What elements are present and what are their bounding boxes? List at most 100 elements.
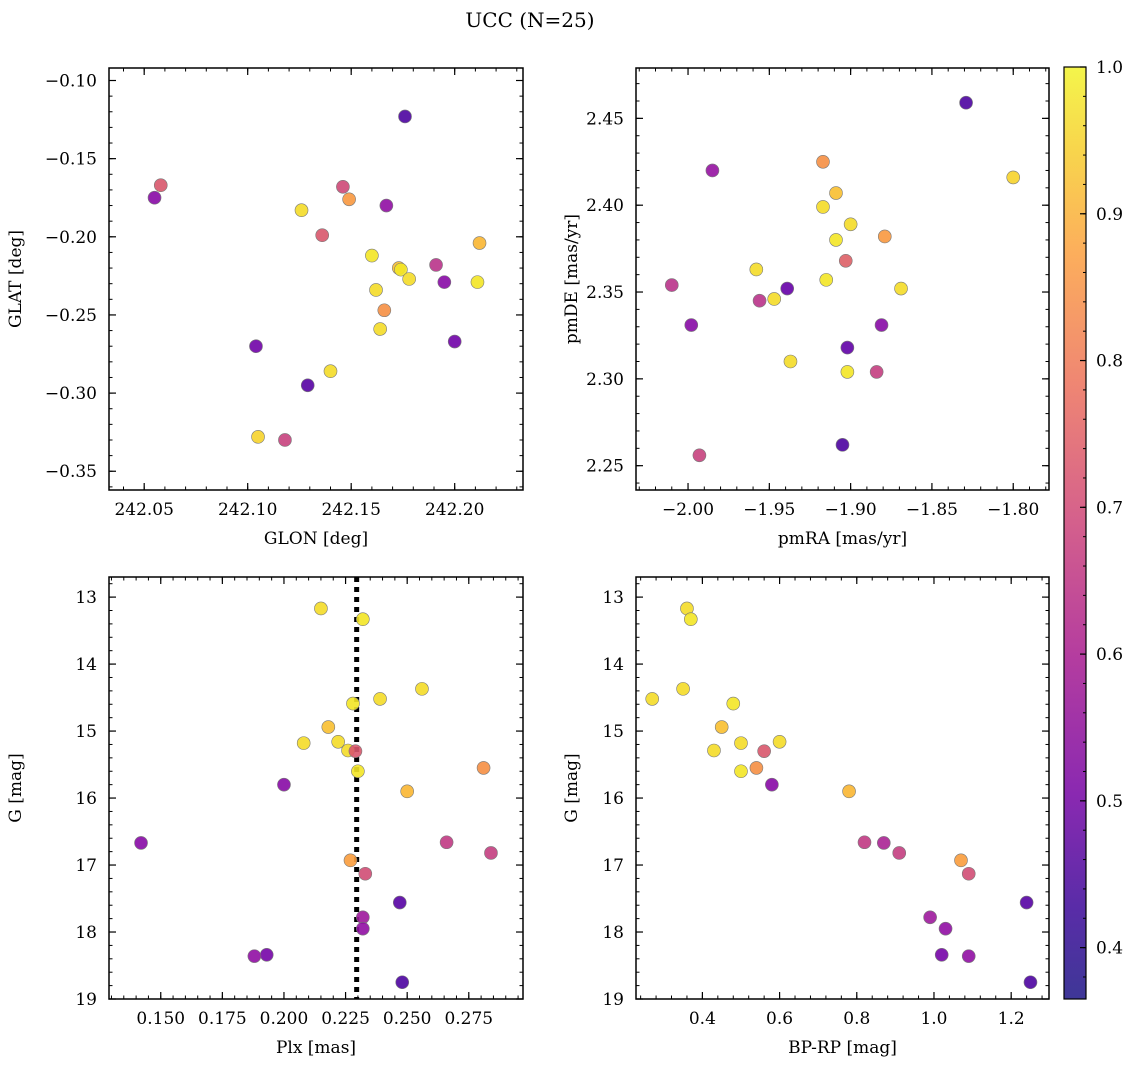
scatter-point bbox=[346, 696, 360, 711]
axes-frame bbox=[108, 67, 524, 491]
y-tick-label: −0.15 bbox=[45, 150, 97, 170]
scatter-point bbox=[342, 192, 356, 207]
scatter-point bbox=[829, 233, 843, 247]
scatter-point bbox=[783, 354, 798, 369]
scatter-point bbox=[472, 236, 487, 250]
scatter-point bbox=[664, 278, 679, 292]
y-tick-label: 17 bbox=[75, 856, 97, 876]
scatter-point bbox=[249, 339, 263, 354]
scatter-point bbox=[147, 190, 162, 205]
scatter-point bbox=[857, 835, 872, 850]
scatter-point bbox=[251, 430, 265, 444]
scatter-point bbox=[816, 200, 830, 214]
y-tick-label: 17 bbox=[602, 856, 624, 876]
scatter-point bbox=[392, 895, 407, 910]
scatter-point bbox=[684, 318, 699, 332]
y-tick-label: 19 bbox=[602, 990, 624, 1010]
scatter-point bbox=[336, 179, 350, 194]
scatter-point bbox=[351, 764, 365, 779]
scatter-point bbox=[247, 949, 262, 963]
scatter-point bbox=[835, 438, 850, 452]
x-tick-label: 0.225 bbox=[321, 1009, 370, 1029]
y-tick-label: 2.35 bbox=[586, 283, 624, 303]
scatter-point bbox=[400, 784, 414, 799]
scatter-point bbox=[395, 975, 410, 990]
y-tick-label: 15 bbox=[75, 722, 97, 742]
scatter-point bbox=[869, 365, 884, 379]
scatter-point bbox=[752, 293, 767, 308]
x-tick-label: −1.85 bbox=[906, 500, 958, 520]
scatter-point bbox=[959, 95, 973, 110]
scatter-point bbox=[892, 846, 907, 860]
x-tick-label: 0.175 bbox=[198, 1009, 247, 1029]
scatter-point bbox=[705, 163, 720, 178]
scatter-point bbox=[840, 365, 855, 379]
y-tick-label: 15 bbox=[602, 722, 624, 742]
x-tick-label: 1.0 bbox=[920, 1009, 947, 1029]
x-tick-label: 0.250 bbox=[383, 1009, 432, 1029]
x-tick-label: 242.15 bbox=[321, 500, 380, 520]
colorbar-tick-label: 0.4 bbox=[1096, 939, 1123, 959]
scatter-point bbox=[894, 281, 908, 296]
y-tick-label: −0.30 bbox=[45, 384, 97, 404]
y-tick-label: −0.20 bbox=[45, 228, 97, 248]
colorbar-tick-label: 0.7 bbox=[1096, 498, 1123, 518]
x-tick-label: 0.4 bbox=[689, 1009, 716, 1029]
scatter-point bbox=[876, 836, 891, 850]
scatter-point bbox=[365, 248, 379, 263]
x-tick-label: 0.8 bbox=[843, 1009, 870, 1029]
y-tick-label: 16 bbox=[75, 789, 97, 809]
scatter-point bbox=[300, 378, 315, 393]
y-tick-label: −0.25 bbox=[45, 306, 97, 326]
scatter-point bbox=[923, 910, 937, 925]
scatter-point bbox=[838, 253, 853, 268]
scatter-point bbox=[278, 433, 292, 447]
x-axis-label: pmRA [mas/yr] bbox=[778, 529, 907, 549]
scatter-point bbox=[961, 949, 976, 963]
scatter-point bbox=[954, 853, 968, 868]
scatter-point bbox=[394, 262, 408, 277]
scatter-point bbox=[757, 744, 771, 758]
scatter-point bbox=[734, 736, 748, 750]
scatter-point bbox=[437, 275, 452, 289]
y-tick-label: 19 bbox=[75, 990, 97, 1010]
axes-frame bbox=[635, 576, 1050, 1000]
y-tick-label: 2.25 bbox=[586, 457, 624, 477]
y-tick-label: −0.10 bbox=[45, 72, 97, 92]
y-tick-label: −0.35 bbox=[45, 462, 97, 482]
scatter-point bbox=[356, 910, 370, 925]
panel-bprp-g: 0.4 0.6 0.8 1.0 1.2 13 14 15 16 17 18 19 BP-RP [mag]… bbox=[562, 576, 1050, 1058]
y-tick-label: 14 bbox=[602, 655, 624, 675]
y-tick-label: 16 bbox=[602, 789, 624, 809]
scatter-point bbox=[765, 777, 779, 792]
scatter-point bbox=[645, 692, 660, 706]
scatter-point bbox=[323, 364, 338, 379]
colorbar: 0.4 0.5 0.6 0.7 0.8 0.9 1.0 bbox=[1063, 58, 1123, 1000]
x-axis-label: GLON [deg] bbox=[264, 529, 368, 549]
scatter-point bbox=[259, 947, 274, 962]
minor-ticks bbox=[636, 68, 1049, 490]
x-tick-label: −1.80 bbox=[987, 500, 1039, 520]
y-axis-label: GLAT [deg] bbox=[6, 230, 26, 328]
scatter-point bbox=[134, 836, 148, 850]
scatter-point bbox=[373, 322, 387, 336]
scatter-point bbox=[819, 273, 834, 287]
y-tick-label: 2.40 bbox=[586, 196, 624, 216]
x-tick-label: 1.2 bbox=[998, 1009, 1025, 1029]
axes-frame bbox=[108, 576, 524, 1000]
colorbar-tick-label: 1.0 bbox=[1096, 58, 1123, 78]
colorbar-tick-label: 0.8 bbox=[1096, 352, 1123, 372]
axes-frame bbox=[635, 67, 1050, 491]
scatter-point bbox=[470, 275, 485, 289]
scatter-point bbox=[296, 736, 311, 750]
scatter-point bbox=[676, 682, 690, 696]
x-tick-label: −2.00 bbox=[662, 500, 714, 520]
scatter-point bbox=[314, 601, 328, 616]
x-tick-label: 0.6 bbox=[766, 1009, 793, 1029]
scatter-point bbox=[749, 761, 764, 775]
scatter-point bbox=[369, 283, 383, 297]
scatter-point bbox=[343, 853, 358, 868]
scatter-point bbox=[377, 303, 392, 318]
panel-glon-glat: 242.05 242.10 242.15 242.20 −0.35 −0.30 −0.25 −… bbox=[6, 67, 524, 549]
panel-plx-g: 0.150 0.175 0.200 0.225 0.250 0.275 13 14 15 16 17… bbox=[6, 576, 524, 1058]
